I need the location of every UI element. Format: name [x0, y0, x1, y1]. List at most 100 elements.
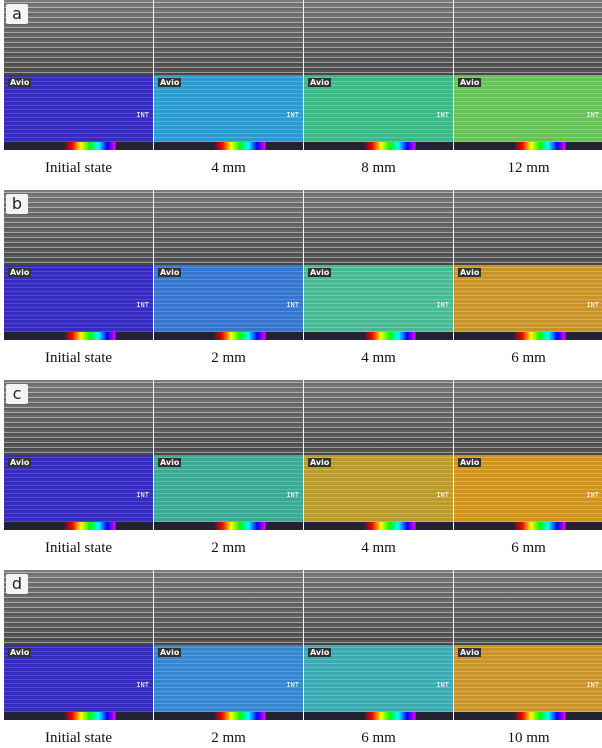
- photo: [154, 190, 303, 265]
- mode-text: INT: [286, 491, 299, 499]
- photo: [454, 0, 602, 75]
- panel: Avio INT Initial state Avio INT 4 mm Avio INT 8 …: [0, 0, 602, 190]
- status-bar: [454, 712, 602, 720]
- brand-text: Avio: [158, 268, 181, 277]
- caption: 8 mm: [304, 160, 453, 177]
- brand-text: Avio: [158, 78, 181, 87]
- panel-label: c: [6, 384, 28, 404]
- caption: 12 mm: [454, 160, 602, 177]
- caption: 10 mm: [454, 730, 602, 747]
- photo: [154, 570, 303, 645]
- mode-text: INT: [436, 491, 449, 499]
- image-pair: Avio INT: [454, 570, 602, 720]
- thermal-image: Avio INT: [454, 265, 602, 340]
- caption: 2 mm: [154, 730, 303, 747]
- caption: Initial state: [4, 540, 153, 557]
- image-pair: Avio INT: [454, 190, 602, 340]
- image-pair: Avio INT: [304, 190, 453, 340]
- caption: Initial state: [4, 350, 153, 367]
- mode-text: INT: [436, 301, 449, 309]
- brand-text: Avio: [458, 78, 481, 87]
- photo: [454, 380, 602, 455]
- mode-text: INT: [586, 111, 599, 119]
- thermal-image: Avio INT: [154, 645, 303, 720]
- brand-text: Avio: [308, 268, 331, 277]
- brand-text: Avio: [8, 458, 31, 467]
- status-bar: [454, 332, 602, 340]
- status-bar: [304, 332, 453, 340]
- brand-text: Avio: [158, 648, 181, 657]
- brand-text: Avio: [458, 458, 481, 467]
- brand-text: Avio: [458, 268, 481, 277]
- status-bar: [154, 712, 303, 720]
- mode-text: INT: [136, 301, 149, 309]
- photo: [304, 0, 453, 75]
- mode-text: INT: [436, 681, 449, 689]
- mode-text: INT: [286, 301, 299, 309]
- thermal-image: Avio INT: [304, 645, 453, 720]
- panel-label: a: [6, 4, 28, 24]
- brand-text: Avio: [308, 78, 331, 87]
- caption: 2 mm: [154, 540, 303, 557]
- caption: 6 mm: [304, 730, 453, 747]
- photo: [454, 570, 602, 645]
- status-bar: [454, 142, 602, 150]
- panel-label: b: [6, 194, 28, 214]
- photo: [154, 0, 303, 75]
- status-bar: [4, 142, 153, 150]
- status-bar: [304, 712, 453, 720]
- thermal-image: Avio INT: [154, 455, 303, 530]
- thermal-image: Avio INT: [4, 455, 153, 530]
- photo: [154, 380, 303, 455]
- brand-text: Avio: [308, 648, 331, 657]
- image-pair: Avio INT: [154, 0, 303, 150]
- photo: [454, 190, 602, 265]
- caption: Initial state: [4, 730, 153, 747]
- mode-text: INT: [286, 681, 299, 689]
- mode-text: INT: [136, 681, 149, 689]
- photo: [304, 570, 453, 645]
- thermal-image: Avio INT: [154, 265, 303, 340]
- thermal-image: Avio INT: [154, 75, 303, 150]
- status-bar: [454, 522, 602, 530]
- thermal-image: Avio INT: [454, 645, 602, 720]
- image-pair: Avio INT: [154, 380, 303, 530]
- mode-text: INT: [286, 111, 299, 119]
- caption: 6 mm: [454, 540, 602, 557]
- thermal-image: Avio INT: [454, 75, 602, 150]
- panel: AvioINTInitial stateAvioINT2 mmAvioINT4 …: [0, 380, 602, 570]
- mode-text: INT: [436, 111, 449, 119]
- panel-label: d: [6, 574, 28, 594]
- brand-text: Avio: [8, 648, 31, 657]
- status-bar: [154, 332, 303, 340]
- image-pair: Avio INT: [154, 190, 303, 340]
- figure: Avio INT Initial state Avio INT 4 mm Avio INT 8 …: [0, 0, 602, 748]
- panel: Avio INT Initial state Avio INT 2 mm Avio INT 6 …: [0, 570, 602, 748]
- mode-text: INT: [586, 681, 599, 689]
- caption: Initial state: [4, 160, 153, 177]
- brand-text: Avio: [458, 648, 481, 657]
- mode-text: INT: [586, 301, 599, 309]
- brand-text: Avio: [158, 458, 181, 467]
- image-pair: Avio INT: [304, 570, 453, 720]
- status-bar: [304, 142, 453, 150]
- caption: 6 mm: [454, 350, 602, 367]
- caption: 4 mm: [154, 160, 303, 177]
- image-pair: Avio INT: [154, 570, 303, 720]
- thermal-image: Avio INT: [304, 75, 453, 150]
- status-bar: [4, 522, 153, 530]
- brand-text: Avio: [8, 78, 31, 87]
- thermal-image: Avio INT: [4, 645, 153, 720]
- photo: [304, 190, 453, 265]
- caption: 2 mm: [154, 350, 303, 367]
- mode-text: INT: [136, 491, 149, 499]
- status-bar: [4, 332, 153, 340]
- mode-text: INT: [586, 491, 599, 499]
- image-pair: Avio INT: [454, 0, 602, 150]
- photo: [304, 380, 453, 455]
- image-pair: Avio INT: [304, 0, 453, 150]
- status-bar: [4, 712, 153, 720]
